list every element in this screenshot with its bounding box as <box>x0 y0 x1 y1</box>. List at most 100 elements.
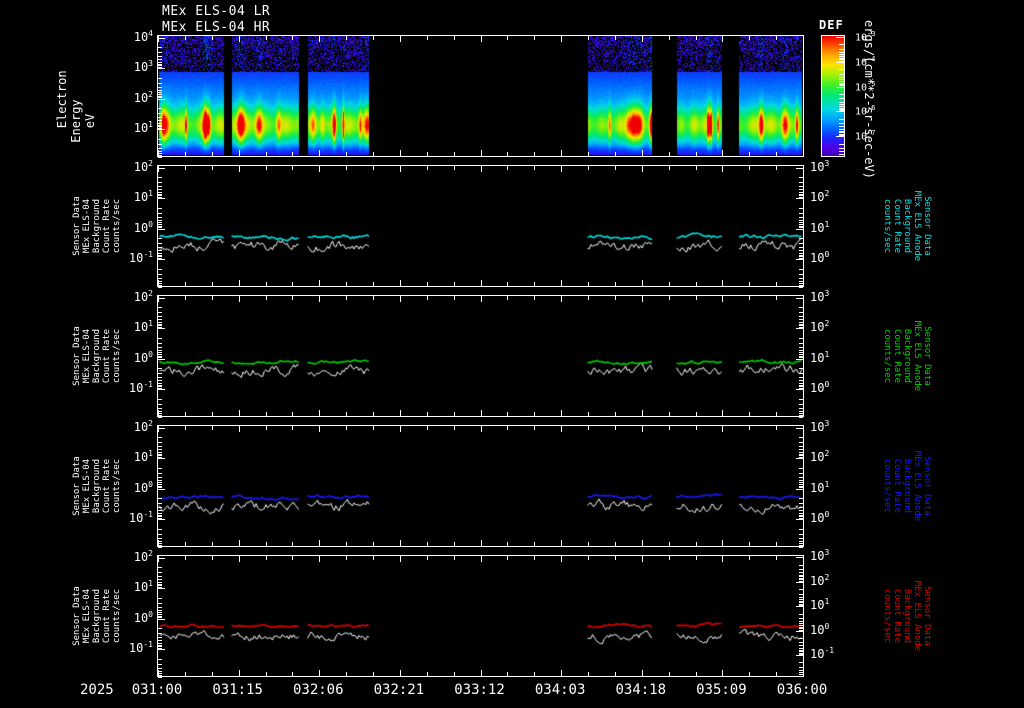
y-tick-minor-right <box>799 437 803 438</box>
x-tick-major <box>481 426 482 432</box>
y-tick-minor <box>158 283 162 285</box>
y-tick-minor-right <box>799 487 803 489</box>
y-tick-minor <box>158 415 162 417</box>
y-tick-minor <box>158 572 162 574</box>
panel-background-count-rate-cyan[interactable] <box>157 165 804 288</box>
y-tick-minor-right <box>799 250 803 252</box>
x-tick-minor <box>292 556 293 560</box>
y-tick-minor <box>158 373 162 375</box>
y-tick-label: 101 <box>133 319 153 335</box>
x-tick-major <box>722 150 723 156</box>
x-tick-minor <box>266 556 267 560</box>
y-tick-minor <box>158 312 162 314</box>
x-tick-major <box>158 670 159 676</box>
y-tick-minor-right <box>799 252 803 254</box>
y-tick-minor <box>158 487 162 489</box>
x-tick-minor <box>507 412 508 416</box>
y-tick-minor-right <box>799 177 803 178</box>
y-tick-minor <box>158 349 162 351</box>
y-tick-minor <box>158 307 162 308</box>
panel-background-count-rate-blue[interactable] <box>157 425 804 548</box>
x-tick-minor <box>749 296 750 300</box>
y-tick-minor <box>158 113 162 115</box>
y-tick-minor-right <box>799 413 803 415</box>
y-tick-label: 102 <box>133 288 153 304</box>
panel-background-count-rate-red[interactable] <box>157 555 804 678</box>
x-tick-minor <box>669 282 670 286</box>
y-tick-minor <box>158 177 162 178</box>
y-tick-minor <box>158 673 162 675</box>
y-tick-minor <box>158 485 162 487</box>
y-tick-minor <box>158 227 162 229</box>
x-tick-major <box>803 670 804 676</box>
x-tick-major <box>561 556 562 562</box>
y-tick-minor-right <box>799 482 803 484</box>
y-tick-major-right <box>796 198 803 200</box>
x-tick-major <box>642 36 643 42</box>
x-tick-minor <box>776 166 777 170</box>
panel-electron-energy-spectrogram[interactable] <box>157 35 804 158</box>
x-tick-major <box>400 556 401 562</box>
y-tick-minor-right <box>799 540 803 542</box>
y-tick-minor-right <box>799 254 803 256</box>
x-tick-major <box>803 426 804 432</box>
y-tick-minor-right <box>799 268 803 270</box>
x-tick-label: 036:00 <box>776 682 828 698</box>
x-tick-minor <box>373 556 374 560</box>
y-tick-minor <box>158 384 162 386</box>
y-tick-minor <box>158 127 162 129</box>
y-tick-minor <box>158 254 162 256</box>
colorbar-tick-minor <box>839 51 844 53</box>
x-tick-minor <box>696 282 697 286</box>
x-tick-minor <box>346 542 347 546</box>
y-tick-minor <box>158 633 162 635</box>
x-tick-major <box>642 410 643 416</box>
y-tick-minor-right <box>799 455 803 457</box>
y-tick-minor-right <box>799 472 803 474</box>
y-tick-minor-right <box>799 222 803 224</box>
y-tick-minor-right <box>799 537 803 539</box>
x-tick-minor <box>696 296 697 300</box>
y-tick-minor-right <box>799 653 803 655</box>
y-tick-minor-right <box>799 216 803 218</box>
y-tick-minor <box>158 286 162 288</box>
y-tick-major-right <box>796 630 803 632</box>
y-tick-minor <box>158 644 162 646</box>
x-tick-minor <box>588 556 589 560</box>
y-tick-minor <box>158 122 162 124</box>
y-tick-minor <box>158 354 162 356</box>
x-tick-minor <box>507 296 508 300</box>
colorbar-tick-minor <box>839 143 844 145</box>
x-tick-minor <box>776 542 777 546</box>
y-tick-minor-right <box>799 484 803 486</box>
y-tick-label: 102 <box>133 548 153 564</box>
y-tick-minor-right <box>799 596 803 598</box>
x-tick-major <box>319 280 320 286</box>
y-tick-label-right: 10-1 <box>810 646 835 662</box>
x-tick-minor <box>454 152 455 156</box>
panel-background-count-rate-green[interactable] <box>157 295 804 418</box>
y-tick-label: 10-1 <box>128 640 153 656</box>
colorbar-tick-label: 10-4 <box>855 54 876 68</box>
colorbar-tick-minor <box>839 98 844 100</box>
colorbar-tick-minor <box>839 94 844 96</box>
y-tick-minor-right <box>799 662 803 664</box>
y-tick-minor <box>158 446 162 448</box>
x-tick-major <box>400 296 401 302</box>
colorbar-tick-minor <box>839 151 844 153</box>
x-tick-major <box>642 670 643 676</box>
x-tick-minor <box>669 152 670 156</box>
panel-left-axis-title: Sensor Data MEx ELS-04 Background Count … <box>72 326 122 386</box>
x-tick-major <box>481 150 482 156</box>
y-tick-label-right: 103 <box>810 288 830 304</box>
y-tick-major <box>158 649 165 651</box>
x-tick-minor <box>454 426 455 430</box>
y-tick-label-right: 100 <box>810 250 830 266</box>
x-tick-major <box>722 36 723 42</box>
y-tick-major-right <box>796 358 803 360</box>
y-tick-minor-right <box>799 602 803 604</box>
colorbar[interactable] <box>821 35 845 157</box>
x-tick-minor <box>669 426 670 430</box>
y-tick-minor-right <box>799 257 803 259</box>
y-tick-minor <box>158 442 162 444</box>
